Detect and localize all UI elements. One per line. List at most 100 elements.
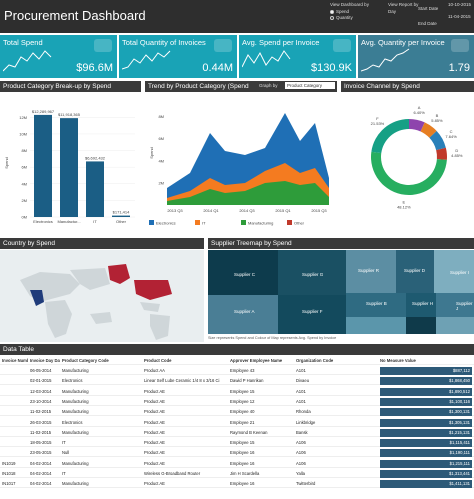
table-cell: Product AE <box>144 460 165 466</box>
option-quantity[interactable]: Quantity <box>330 15 353 20</box>
map-country-india[interactable] <box>30 290 44 306</box>
treemap-cell[interactable]: Supplier R <box>346 250 396 293</box>
kpi-label: Avg. Spend per Invoice <box>242 38 320 47</box>
treemap-cell[interactable]: Supplier B <box>346 293 406 317</box>
map-region-south-america[interactable] <box>150 314 170 340</box>
legend-label: IT <box>202 221 206 226</box>
treemap-cell[interactable] <box>436 317 474 334</box>
radio-icon[interactable] <box>330 9 334 14</box>
page-title: Procurement Dashboard <box>4 8 146 23</box>
treemap-cell[interactable]: Supplier I <box>434 250 474 293</box>
option-spend[interactable]: Spend <box>330 9 349 14</box>
legend-swatch <box>195 220 200 225</box>
table-row[interactable]: 02-01-2015 Electronics Linear Self Lube Ce… <box>0 377 474 386</box>
table-cell: 23-10-2014 <box>30 398 52 404</box>
bar <box>34 114 52 217</box>
table-row[interactable]: IN1017 04-02-2014 Manufacturing Product AE E… <box>0 480 474 489</box>
treemap-cell[interactable]: Supplier G <box>278 250 346 295</box>
slice-name-label: C <box>450 129 453 134</box>
table-cell: Product AE <box>144 481 165 487</box>
table-cell: $887,112 <box>380 367 472 375</box>
x-tick-label: 2013 Q3 <box>167 208 183 213</box>
table-cell: A106 <box>296 440 306 446</box>
table-cell: Linkbridge <box>296 419 316 425</box>
table-row[interactable]: 23-05-2015 Null Product AE Employee 16 A106 $… <box>0 449 474 458</box>
column-header: No Measure Value <box>380 358 416 363</box>
radio-icon[interactable] <box>330 15 334 20</box>
category-panel-header: Product Category Break-up by Spend <box>0 81 141 92</box>
table-row[interactable]: 06-05-2014 Manufacturing Product AA Employe… <box>0 367 474 375</box>
table-row[interactable]: IN1018 04-02-2014 IT Wireless G-Broadband R… <box>0 470 474 478</box>
table-cell: 02-01-2015 <box>30 378 52 384</box>
table-cell: Product AE <box>144 409 165 415</box>
table-cell: Product AE <box>144 429 165 435</box>
donut-slice <box>429 130 446 151</box>
category-bar-chart: 0M 2M 4M 6M 8M 10M 12M Spend $12,289,967 Electron… <box>0 93 141 230</box>
treemap-cell[interactable]: Supplier J <box>436 293 474 317</box>
graph-by-select[interactable]: Product Category <box>285 82 335 89</box>
world-map[interactable] <box>0 250 204 342</box>
table-row[interactable]: 12-03-2014 Manufacturing Product AE Employe… <box>0 387 474 396</box>
table-cell: Raymond B Keenan <box>230 429 268 435</box>
treemap-cell[interactable]: Supplier A <box>208 295 278 334</box>
y-tick-label: 6M <box>158 136 164 141</box>
table-cell: Product AE <box>144 398 165 404</box>
money-icon <box>94 39 112 52</box>
end-date-value[interactable]: 11-04-2015 <box>448 14 471 19</box>
column-header: Organization Code <box>296 358 334 363</box>
table-cell: 23-05-2015 <box>30 450 52 456</box>
table-cell: $1,890,512 <box>380 387 472 396</box>
y-tick-label: 0M <box>21 215 27 220</box>
table-cell: Divaeu <box>296 378 310 384</box>
treemap-cell[interactable] <box>346 317 406 334</box>
treemap-cell[interactable]: Supplier D <box>396 250 434 293</box>
y-tick-label: 4M <box>21 181 27 186</box>
column-header: Invoice Day Date <box>30 358 60 363</box>
map-region-asia[interactable] <box>70 268 110 290</box>
slice-name-label: F <box>376 116 379 121</box>
treemap-cell[interactable]: Supplier C <box>208 250 278 295</box>
donut-slice <box>420 122 437 138</box>
treemap-cell[interactable]: Supplier F <box>278 295 346 334</box>
channel-donut-chart: A6.40% B5.85% C7.64% D4.85% E48.12% F21.53% <box>341 93 474 230</box>
kpi-sparkline <box>242 50 291 68</box>
table-cell: Null <box>62 450 70 456</box>
end-date-label: End Date <box>418 21 437 26</box>
treemap-cell[interactable] <box>406 317 436 334</box>
table-cell: Rhonda <box>296 409 311 415</box>
map-region-australia[interactable] <box>90 312 112 324</box>
table-row[interactable]: 18-05-2015 IT Product AE Employee 15 A106 $1,… <box>0 439 474 448</box>
table-cell: Product AE <box>144 419 165 425</box>
y-tick-label: 6M <box>21 165 27 170</box>
report-by-value[interactable]: Day <box>388 9 397 14</box>
map-country-canada[interactable] <box>108 264 130 284</box>
kpi-sparkline <box>361 48 410 72</box>
table-row[interactable]: 11-02-2015 Manufacturing Product AE Raymond… <box>0 428 474 437</box>
table-row[interactable]: 26-03-2015 Electronics Product AE Employee … <box>0 418 474 427</box>
map-region-africa[interactable] <box>45 300 72 338</box>
start-date-value[interactable]: 10-10-2015 <box>448 2 472 7</box>
table-cell: $1,115,411 <box>380 439 472 448</box>
country-panel-header: Country by Spend <box>0 238 204 249</box>
bar <box>60 118 78 217</box>
table-cell: A101 <box>296 368 306 373</box>
map-region-mexico[interactable] <box>140 302 160 312</box>
table-cell: Yalla <box>296 471 306 476</box>
map-country-usa[interactable] <box>134 280 172 300</box>
table-cell: $1,100,116 <box>380 397 472 406</box>
graph-by-label: Graph by <box>259 83 278 88</box>
table-row[interactable]: 23-10-2014 Manufacturing Product AE Employe… <box>0 397 474 406</box>
table-row[interactable]: 11-02-2015 Manufacturing Product AE Employe… <box>0 408 474 417</box>
table-row[interactable]: IN1019 04-02-2014 Manufacturing Product AE E… <box>0 459 474 468</box>
table-cell: $1,411,131 <box>380 480 472 489</box>
slice-name-label: E <box>403 200 406 205</box>
supplier-treemap[interactable]: Supplier C Supplier G Supplier A Supplie… <box>208 250 474 345</box>
table-cell: $1,305,131 <box>380 418 472 427</box>
slice-percent-label: 21.53% <box>371 121 385 126</box>
treemap-note: Size represents Spend and Colour of Map … <box>208 336 337 340</box>
slice-name-label: A <box>418 105 421 110</box>
table-cell: $1,868,450 <box>380 377 472 386</box>
treemap-cell[interactable]: Supplier H <box>406 293 436 317</box>
table-cell: $1,215,111 <box>380 459 472 468</box>
table-header-row: Invoice NumberInvoice Day DateProduct Ca… <box>0 357 474 365</box>
